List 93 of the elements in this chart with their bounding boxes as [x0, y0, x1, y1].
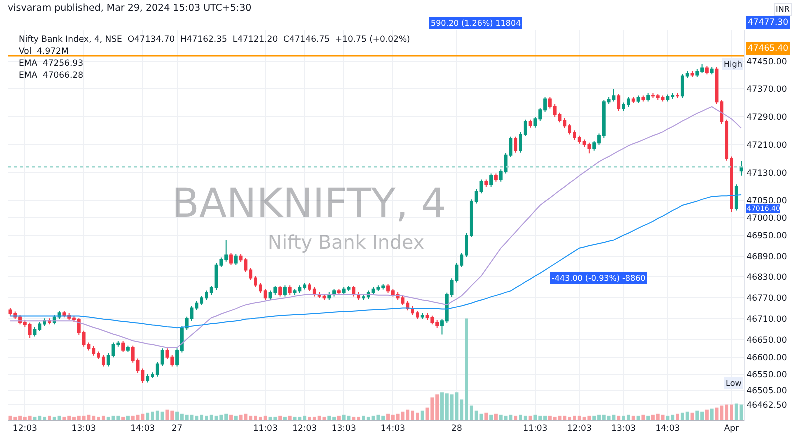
bar: [234, 416, 238, 420]
candlestick: [234, 254, 238, 266]
candlestick: [514, 136, 518, 154]
candlestick: [230, 252, 233, 266]
annotation: Vol 4.972M: [19, 47, 69, 57]
annotation: EMA 47256.93: [19, 59, 84, 69]
y-tick-label: 46710.00: [746, 314, 788, 325]
candlestick: [676, 92, 680, 99]
candlestick: [338, 288, 341, 296]
x-tick-label: 11:03: [523, 424, 548, 434]
bar: [632, 416, 636, 420]
x-tick-label: 12:03: [292, 424, 318, 434]
candlestick: [632, 96, 636, 104]
x-tick-label: 27: [172, 424, 183, 434]
y-tick-label: 46890.00: [746, 252, 788, 262]
y-tick-label: 46505.00: [746, 386, 788, 396]
y-tick-label: 46830.00: [746, 273, 788, 284]
bar: [278, 416, 282, 420]
candlestick: [420, 312, 424, 320]
candlestick: [126, 345, 130, 353]
bar: [646, 416, 650, 420]
x-tick-label: 13:03: [612, 424, 636, 434]
candlestick: [734, 184, 738, 212]
candlestick: [740, 161, 744, 176]
bar: [528, 416, 532, 420]
y-tick-label: 47450.00: [746, 57, 788, 68]
candlestick: [617, 94, 621, 112]
bar: [48, 416, 52, 420]
text: INR: [776, 5, 790, 14]
x-tick-label: 13:03: [332, 424, 356, 434]
bar: [705, 410, 709, 420]
chart-title: visvaram published, Mar 29, 2024 15:03 UTC+5:30: [8, 3, 252, 14]
x-tick-label: 14:03: [380, 424, 406, 434]
annotation: -443.00 (-0.93%) -8860: [552, 274, 646, 283]
bar: [420, 410, 424, 420]
candlestick: [278, 285, 282, 298]
bar: [642, 414, 646, 420]
x-tick-label: 11:03: [253, 424, 278, 434]
candlestick: [288, 285, 292, 296]
candlestick: [710, 66, 714, 76]
annotation: Nifty Bank Index: [268, 232, 425, 254]
bar: [484, 412, 488, 420]
y-tick-label: 46650.00: [746, 336, 788, 346]
x-tick-label: 12:03: [12, 424, 38, 434]
bar: [337, 416, 341, 420]
candlestick: [642, 95, 646, 102]
x-tick-label: 28: [452, 424, 462, 434]
x-tick-label: 12:03: [567, 424, 592, 434]
y-tick-label: 47290.00: [746, 113, 788, 124]
text: 47477.30: [748, 18, 789, 28]
bar: [710, 408, 714, 420]
y-tick-label: 47210.00: [746, 140, 788, 151]
bar: [490, 414, 494, 420]
candlestick: [490, 173, 494, 188]
candlestick: [494, 173, 498, 182]
line-series: [10, 106, 742, 348]
bar: [126, 416, 130, 420]
x-tick-label: Apr: [724, 424, 740, 434]
candlestick: [706, 66, 709, 76]
text: 590.20 (1.26%) 11804: [431, 19, 522, 28]
y-tick-label: 46550.00: [746, 370, 788, 381]
y-tick-label: 47370.00: [746, 85, 788, 96]
candlestick: [284, 285, 287, 298]
candlestick: [528, 119, 532, 128]
y-tick-label: 47050.00: [746, 196, 788, 207]
ref-line-label: 47465.40: [748, 44, 789, 54]
annotation: Nifty Bank Index, 4, NSE O47134.70 H47162.35 L47121.20 C47146.75 +10.75 (+0.02%): [19, 35, 410, 45]
x-tick-label: 14:03: [656, 424, 680, 434]
y-tick-label: 46950.00: [746, 231, 788, 242]
annotation: BANKNIFTY, 4: [172, 181, 447, 227]
candlestick: [646, 92, 650, 102]
x-tick-label: 13:03: [72, 424, 96, 434]
x-tick-label: 14:03: [130, 424, 156, 434]
y-tick-label: 46600.00: [746, 353, 788, 364]
annotation: High: [724, 60, 742, 69]
bar: [230, 414, 233, 420]
y-tick-label: 47000.00: [746, 214, 788, 224]
y-tick-label: 46462.50: [746, 401, 788, 412]
bar: [288, 416, 292, 420]
candlestick: [636, 95, 640, 104]
bar: [617, 416, 621, 420]
candlestick: [122, 340, 126, 353]
bar: [514, 416, 518, 420]
y-tick-label: 46770.00: [746, 294, 788, 304]
bar: [122, 416, 126, 420]
y-tick-label: 47130.00: [746, 168, 788, 179]
candlestick: [484, 179, 488, 188]
bar: [676, 414, 680, 420]
annotation: Low: [726, 379, 742, 388]
annotation: EMA 47066.28: [19, 71, 84, 81]
candlestick: [690, 70, 694, 78]
bar: [494, 414, 498, 420]
bar: [284, 416, 287, 420]
